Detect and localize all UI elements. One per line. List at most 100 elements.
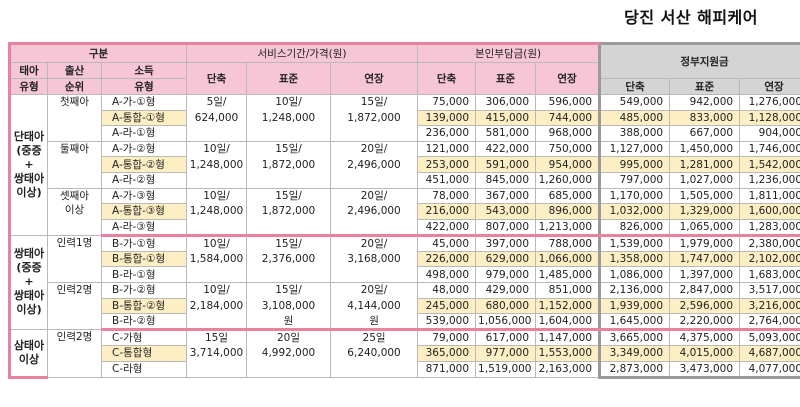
svc-value: 2,496,000 (330, 156, 419, 173)
svc-value: 624,000 (186, 110, 248, 126)
gov-value: 1,539,000 (598, 234, 671, 252)
gov-value: 1,027,000 (669, 171, 741, 189)
self-value: 236,000 (417, 125, 477, 142)
header-birth: 출산 (47, 62, 102, 79)
svc-value: 원 (330, 313, 419, 332)
self-value: 216,000 (417, 203, 477, 220)
header-gov-short: 단축 (598, 78, 671, 95)
table-row: A-통합-①형 624,000 1,248,000 1,872,000 139,000 4… (10, 109, 800, 127)
income-type: A-라-②형 (100, 171, 188, 189)
self-value: 968,000 (535, 125, 601, 142)
self-value: 744,000 (535, 109, 601, 127)
svc-value: 6,240,000 (330, 345, 419, 362)
svc-value: 2,184,000 (186, 298, 248, 314)
svc-value: 3,108,000 (246, 298, 332, 314)
svc-value (330, 172, 419, 189)
self-value: 79,000 (417, 329, 477, 347)
income-type: A-가-②형 (100, 140, 188, 158)
svc-value: 20일/ (330, 187, 419, 204)
self-value: 1,553,000 (535, 345, 601, 362)
table-row: B-통합-②형 2,184,000 3,108,000 4,144,000 245,00… (10, 297, 800, 315)
self-value: 78,000 (417, 187, 477, 205)
svc-value: 3,714,000 (186, 345, 248, 362)
gov-value: 3,517,000 (739, 281, 800, 299)
gov-value: 3,349,000 (598, 345, 671, 362)
self-value: 1,485,000 (535, 266, 601, 283)
self-value: 2,163,000 (535, 360, 601, 378)
svc-value: 4,144,000 (330, 298, 419, 314)
header-svc-standard: 표준 (246, 62, 332, 95)
gov-value: 1,746,000 (739, 140, 800, 158)
self-value: 1,260,000 (535, 171, 601, 189)
self-value: 367,000 (475, 187, 537, 205)
gov-value: 904,000 (739, 125, 800, 142)
svc-value: 1,248,000 (186, 203, 248, 220)
gov-value: 1,170,000 (598, 187, 671, 205)
income-type: A-가-③형 (100, 187, 188, 205)
header-tier: 태아 (8, 62, 48, 79)
birth-rank-label: 둘째아 (47, 140, 102, 189)
tier-label: 단태아 (중증+ 쌍태아 이상) (8, 94, 48, 236)
header-gov-standard: 표준 (669, 78, 741, 95)
gov-value: 1,127,000 (598, 140, 671, 158)
gov-value: 1,329,000 (669, 203, 741, 220)
self-value: 245,000 (417, 297, 477, 315)
gov-value: 1,939,000 (598, 297, 671, 315)
gov-value: 1,683,000 (739, 266, 800, 283)
table-row: 인력2명 B-가-②형 10일/15일/20일/48,000 429,000 851,0… (10, 281, 800, 331)
income-type: B-통합-②형 (100, 297, 188, 315)
self-value: 807,000 (475, 218, 537, 237)
birth-rank-label: 첫째아 (47, 94, 102, 142)
svc-value: 10일/ (186, 140, 248, 157)
svc-value: 20일/ (330, 140, 419, 157)
svc-value (330, 219, 419, 237)
gov-value: 1,811,000 (739, 187, 800, 205)
table-row: A-라-②형 451,000 845,000 1,260,000 797,000 1,02… (10, 171, 800, 189)
header-self-extend: 연장 (535, 62, 601, 95)
self-value: 591,000 (475, 156, 537, 173)
self-value: 581,000 (475, 125, 537, 142)
header-rank: 순위 (47, 78, 102, 95)
self-value: 539,000 (417, 313, 477, 332)
self-value: 543,000 (475, 203, 537, 220)
header-gov: 정부지원금 (598, 42, 800, 79)
gov-value: 5,093,000 (739, 329, 800, 347)
tier-label: 삼태아 이상 (8, 329, 48, 379)
gov-value: 1,281,000 (669, 156, 741, 173)
table-row: C-통합형 3,714,000 4,992,000 6,240,000 365,000 9… (10, 345, 800, 362)
gov-value: 1,086,000 (598, 266, 671, 283)
svc-value: 15일/ (246, 234, 332, 252)
svc-value (186, 172, 248, 189)
gov-value: 2,102,000 (739, 250, 800, 268)
svc-value (330, 125, 419, 142)
gov-value: 2,220,000 (669, 313, 741, 332)
gov-value: 1,979,000 (669, 234, 741, 252)
self-value: 121,000 (417, 140, 477, 158)
self-value: 429,000 (475, 281, 537, 299)
gov-value: 2,380,000 (739, 234, 800, 252)
svc-value: 25일 (330, 329, 419, 346)
birth-rank-label: 인력1명 (47, 234, 102, 283)
svc-value: 10일/ (186, 281, 248, 299)
gov-value: 1,276,000 (739, 94, 800, 111)
gov-value: 4,687,000 (739, 345, 800, 362)
svc-value: 20일/ (330, 281, 419, 299)
svc-value: 10일/ (186, 187, 248, 204)
svc-value (246, 125, 332, 142)
self-value: 422,000 (475, 140, 537, 158)
self-value: 596,000 (535, 94, 601, 111)
gov-value: 1,065,000 (669, 218, 741, 237)
gov-value: 2,873,000 (598, 360, 671, 379)
self-value: 1,213,000 (535, 218, 601, 237)
svc-value: 1,872,000 (246, 203, 332, 220)
gov-value: 3,665,000 (598, 329, 671, 347)
gov-value: 1,397,000 (669, 266, 741, 283)
self-value: 139,000 (417, 109, 477, 127)
price-table: 구분 서비스기간/가격(원) 본인부담금(원) 정부지원금 태아 출산 소득 단… (7, 42, 800, 379)
svc-value: 10일/ (186, 234, 248, 252)
svc-value: 5일/ (186, 94, 248, 111)
gov-value: 1,032,000 (598, 203, 671, 220)
self-value: 451,000 (417, 171, 477, 189)
income-type: A-통합-②형 (100, 156, 188, 173)
table-row: 단태아 (중증+ 쌍태아 이상) 첫째아 A-가-①형 5일/10일/15일/75,0… (8, 94, 800, 236)
